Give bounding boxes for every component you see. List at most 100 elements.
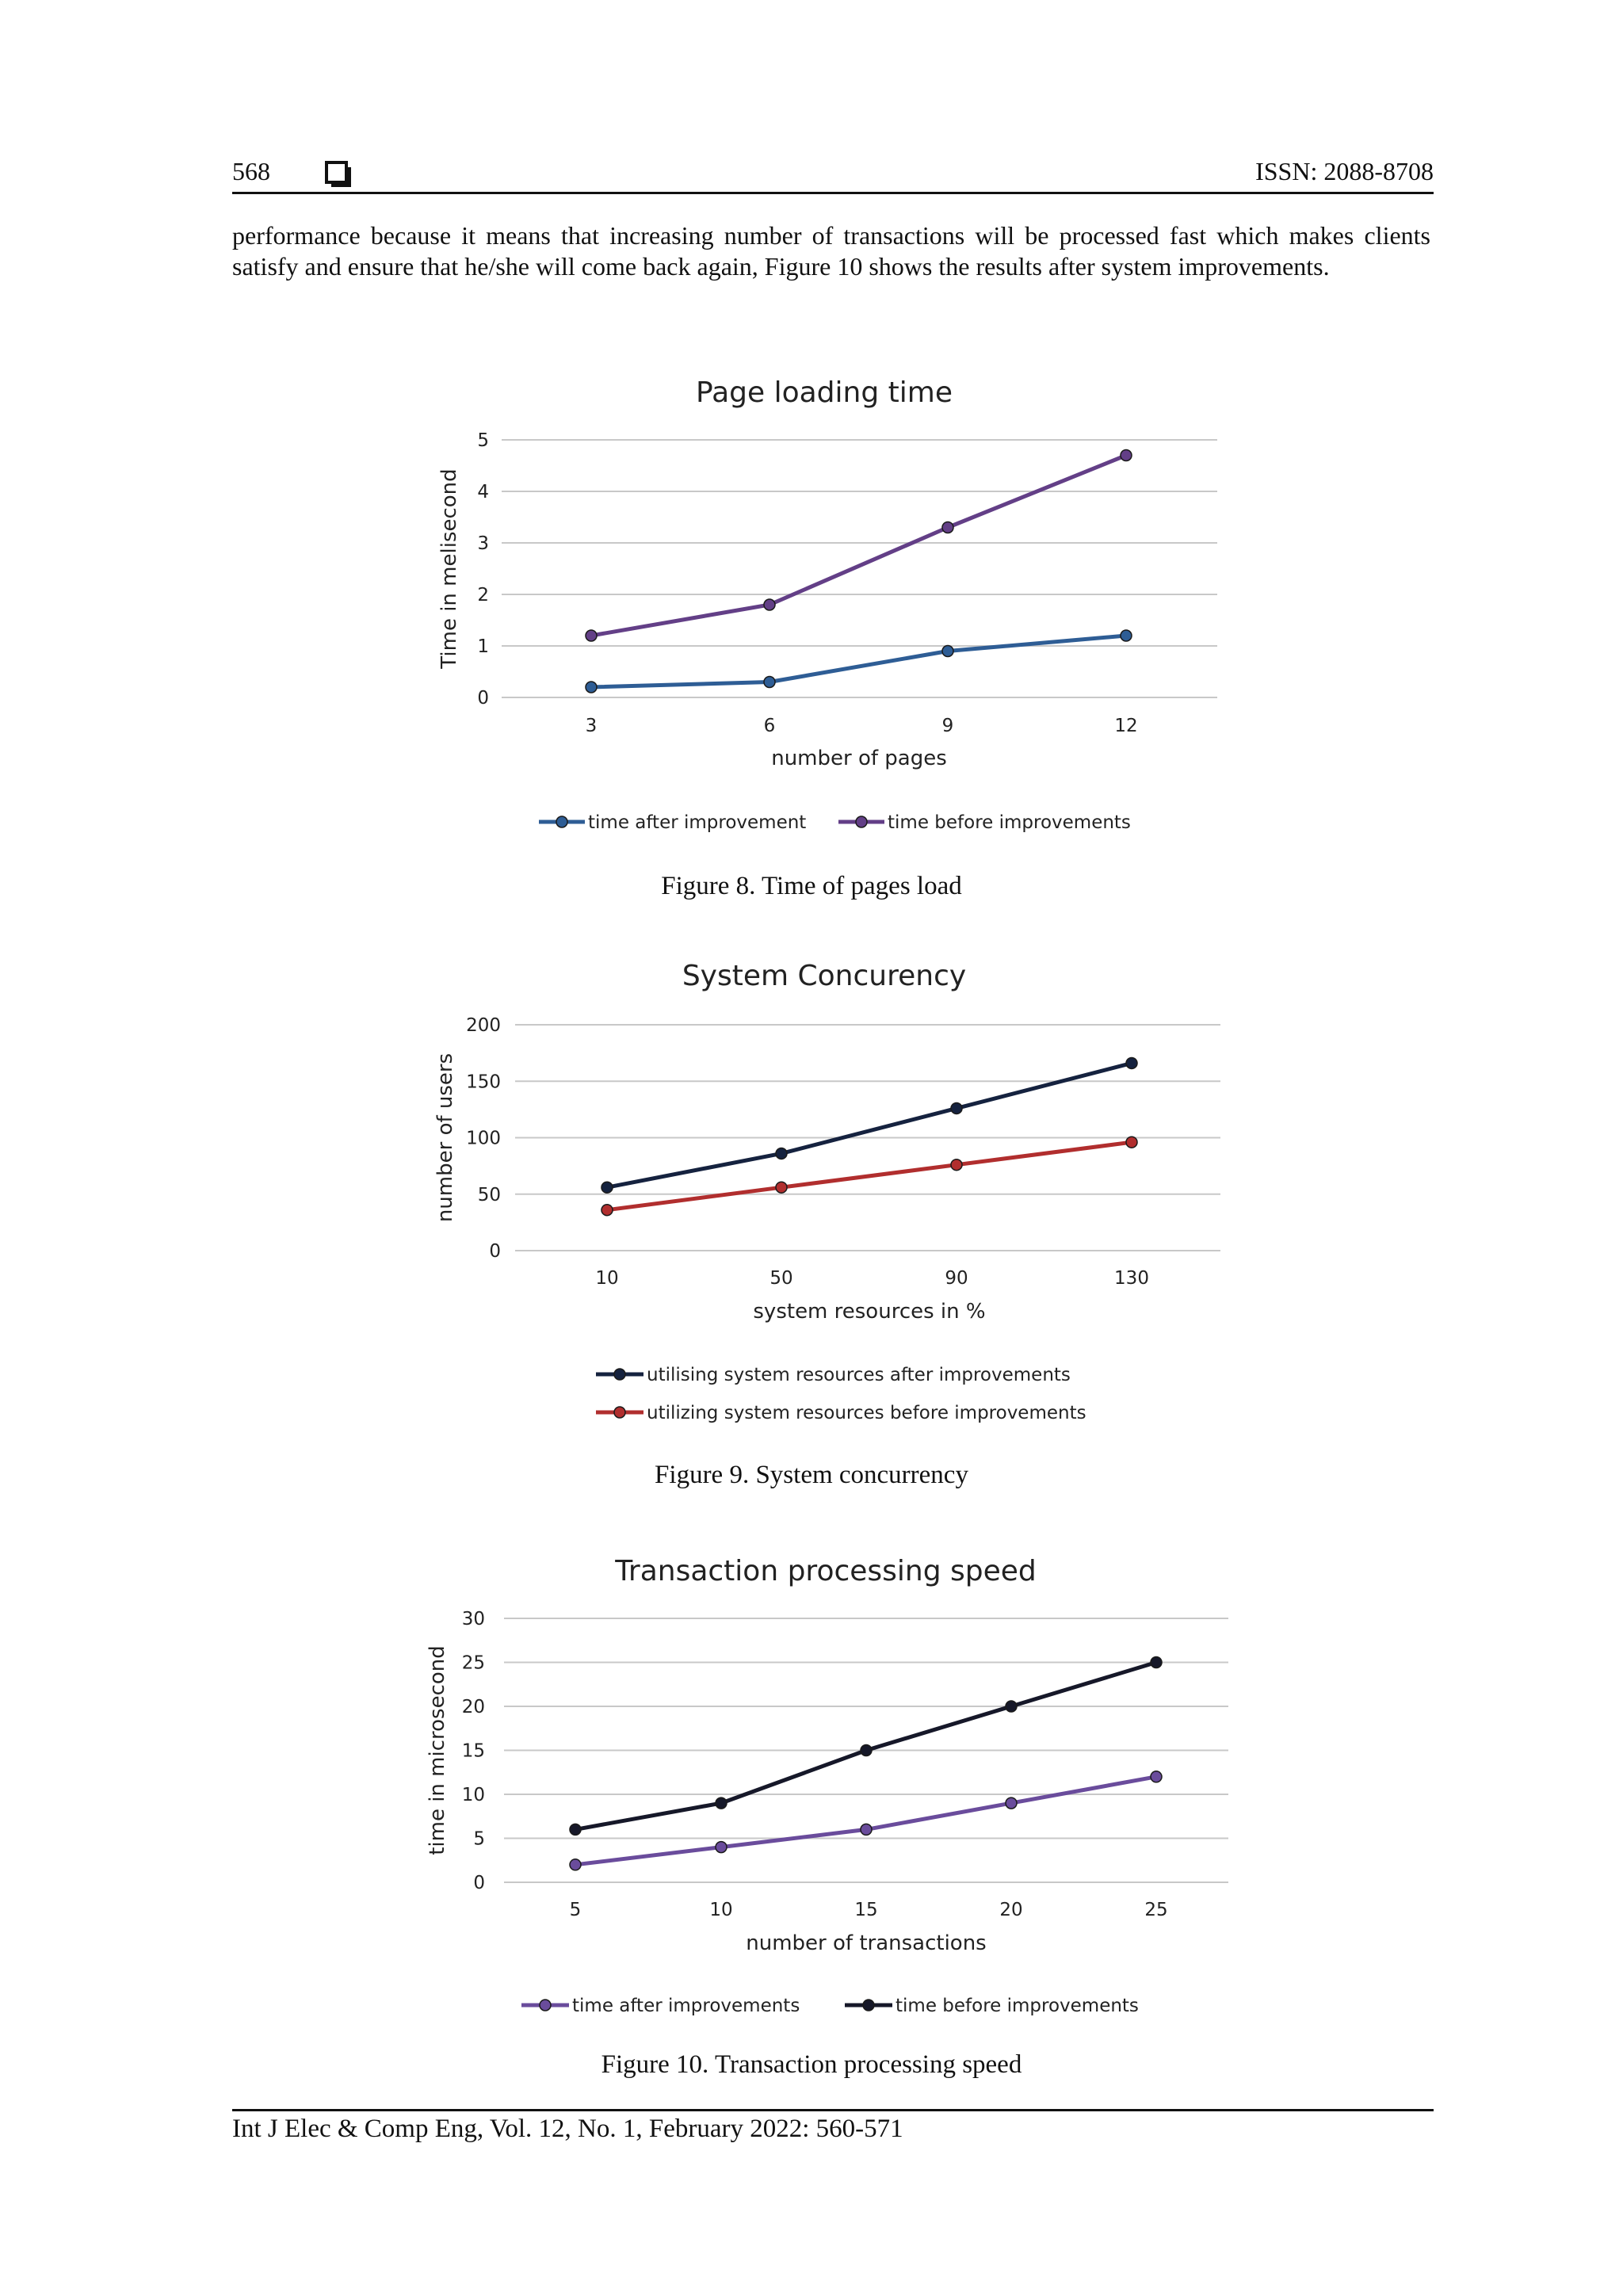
- footer-citation: Int J Elec & Comp Eng, Vol. 12, No. 1, F…: [232, 2115, 903, 2143]
- y-tick-label: 0: [477, 688, 489, 709]
- legend-marker: [613, 1406, 626, 1419]
- data-point: [860, 1744, 873, 1757]
- y-tick-label: 150: [466, 1072, 501, 1092]
- data-point: [585, 629, 598, 642]
- data-point: [569, 1859, 582, 1871]
- x-tick-label: 130: [1114, 1268, 1149, 1289]
- x-tick-label: 20: [999, 1900, 1022, 1920]
- legend-label: time before improvements: [888, 812, 1131, 833]
- y-tick-label: 0: [489, 1241, 501, 1262]
- data-point: [860, 1823, 873, 1836]
- data-point: [763, 598, 776, 611]
- data-point: [1120, 629, 1132, 642]
- legend-label: time after improvements: [572, 1996, 800, 2016]
- x-axis-label: system resources in %: [753, 1300, 985, 1324]
- series-line: [590, 633, 1127, 690]
- x-tick-label: 10: [709, 1900, 732, 1920]
- x-tick-label: 25: [1144, 1900, 1167, 1920]
- x-tick-label: 6: [764, 716, 776, 736]
- data-point: [715, 1840, 727, 1854]
- legend-marker: [556, 816, 568, 828]
- data-point: [1005, 1797, 1018, 1809]
- data-point: [775, 1181, 788, 1194]
- data-point: [585, 681, 598, 693]
- series-line: [606, 1140, 1132, 1213]
- page-header: 568 ISSN: 2088-8708: [232, 157, 1434, 190]
- data-point: [1125, 1056, 1138, 1070]
- figure-9-caption: Figure 9. System concurrency: [655, 1461, 968, 1489]
- y-tick-label: 100: [466, 1129, 501, 1149]
- data-point: [941, 521, 954, 534]
- x-axis-label: number of transactions: [746, 1931, 986, 1955]
- data-point: [1150, 1656, 1163, 1669]
- y-tick-label: 10: [462, 1785, 485, 1805]
- x-tick-label: 50: [769, 1268, 792, 1289]
- figure-9-chart: System Concurency 0 50 100 150 200 10 50 90 130 sy…: [0, 947, 1623, 1438]
- legend-label: time before improvements: [896, 1996, 1139, 2016]
- y-tick-label: 30: [462, 1609, 485, 1629]
- series-line: [606, 1061, 1132, 1190]
- y-tick-label: 20: [462, 1697, 485, 1717]
- y-tick-label: 5: [473, 1829, 485, 1850]
- legend-marker: [862, 1999, 875, 2011]
- issn-label: ISSN: 2088-8708: [1255, 157, 1434, 185]
- x-tick-label: 3: [586, 716, 598, 736]
- legend-label: time after improvement: [588, 812, 806, 833]
- data-point: [569, 1823, 582, 1836]
- figure-8-chart: Page loading time 0 1 2 3 4 5 3 6 9 12 number of pa…: [0, 361, 1623, 848]
- series-line: [575, 1775, 1157, 1867]
- data-point: [775, 1147, 788, 1160]
- system-concurrency-chart: System Concurency 0 50 100 150 200 10 50 90 130 sy…: [433, 960, 1220, 1423]
- y-tick-label: 0: [473, 1873, 485, 1893]
- y-tick-label: 3: [477, 533, 489, 554]
- legend-label: utilising system resources after improve…: [647, 1365, 1071, 1385]
- data-point: [1120, 449, 1132, 462]
- square-bullet-icon: [325, 161, 351, 187]
- data-point: [950, 1158, 963, 1171]
- body-paragraph: performance because it means that increa…: [232, 221, 1430, 281]
- chart-title: System Concurency: [682, 960, 966, 992]
- data-point: [950, 1102, 963, 1115]
- legend-marker: [855, 816, 868, 828]
- y-axis-label: number of users: [433, 1053, 457, 1222]
- data-point: [601, 1203, 613, 1217]
- legend-marker: [613, 1368, 626, 1381]
- chart-title: Transaction processing speed: [614, 1555, 1037, 1587]
- y-tick-label: 50: [478, 1185, 501, 1205]
- y-tick-label: 1: [477, 636, 489, 657]
- data-point: [715, 1797, 727, 1809]
- x-tick-label: 12: [1114, 716, 1137, 736]
- y-tick-label: 2: [477, 585, 489, 606]
- x-tick-label: 5: [570, 1900, 582, 1920]
- x-axis-label: number of pages: [771, 747, 947, 770]
- header-rule: [232, 192, 1434, 194]
- y-tick-label: 200: [466, 1015, 501, 1036]
- y-axis-label: time in microsecond: [426, 1645, 449, 1855]
- data-point: [941, 644, 954, 658]
- x-tick-label: 10: [595, 1268, 618, 1289]
- page-number: 568: [232, 157, 270, 185]
- transaction-processing-speed-chart: Transaction processing speed 0 5 10 15 20 25 30…: [426, 1555, 1228, 2016]
- x-tick-label: 90: [945, 1268, 968, 1289]
- legend-marker: [539, 1999, 552, 2011]
- data-point: [1125, 1136, 1138, 1148]
- data-point: [601, 1181, 613, 1194]
- footer-rule: [232, 2109, 1434, 2111]
- figure-8-caption: Figure 8. Time of pages load: [661, 872, 962, 900]
- data-point: [763, 675, 776, 689]
- series-line: [590, 453, 1127, 638]
- chart-title: Page loading time: [696, 376, 953, 409]
- y-axis-label: Time in melisecond: [437, 468, 461, 669]
- data-point: [1005, 1700, 1018, 1713]
- data-point: [1150, 1771, 1163, 1783]
- x-tick-label: 9: [942, 716, 954, 736]
- y-tick-label: 5: [477, 430, 489, 451]
- y-tick-label: 4: [477, 482, 489, 502]
- figure-10-chart: Transaction processing speed 0 5 10 15 20 25 30…: [0, 1538, 1623, 2029]
- figure-10-caption: Figure 10. Transaction processing speed: [601, 2050, 1022, 2079]
- y-tick-label: 15: [462, 1741, 485, 1762]
- x-tick-label: 15: [854, 1900, 877, 1920]
- y-tick-label: 25: [462, 1653, 485, 1674]
- legend-label: utilizing system resources before improv…: [647, 1403, 1086, 1423]
